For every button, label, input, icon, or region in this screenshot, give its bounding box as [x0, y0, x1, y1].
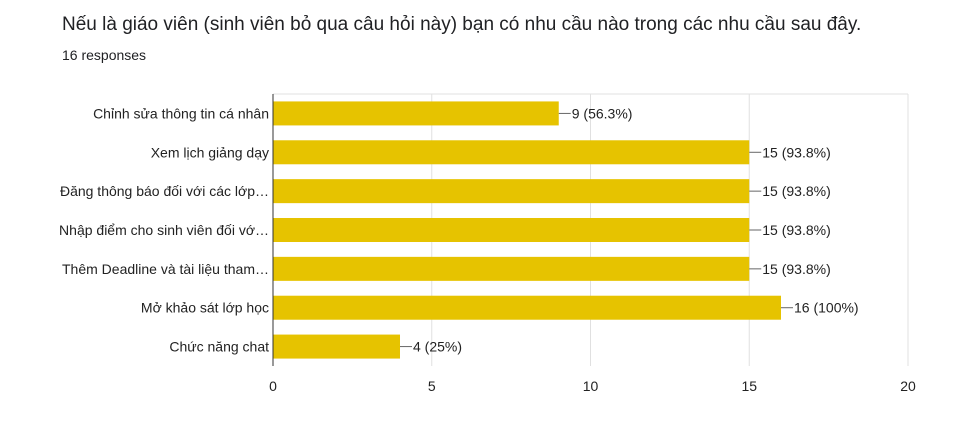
category-label: Đăng thông báo đối với các lớp… [60, 183, 269, 199]
data-label: 15 (93.8%) [762, 144, 830, 160]
bar [273, 256, 750, 281]
bar [273, 218, 750, 242]
category-label: Thêm Deadline và tài liệu tham… [62, 261, 269, 277]
data-label: 16 (100%) [794, 300, 859, 316]
x-tick-label: 10 [583, 378, 599, 394]
data-label: 9 (56.3%) [572, 105, 633, 121]
x-tick-label: 5 [428, 378, 436, 394]
data-label: 15 (93.8%) [762, 261, 830, 277]
bar [273, 334, 400, 359]
x-tick-label: 0 [269, 378, 277, 394]
bar [273, 140, 750, 165]
chart-title: Nếu là giáo viên (sinh viên bỏ qua câu h… [62, 14, 862, 35]
x-tick-label: 20 [900, 378, 916, 394]
category-label: Xem lịch giảng dạy [151, 144, 269, 160]
category-label: Mở khảo sát lớp học [141, 300, 269, 316]
bar [273, 295, 781, 320]
response-count: 16 responses [62, 47, 147, 63]
x-tick-label: 15 [741, 378, 757, 394]
bar [273, 101, 559, 126]
data-label: 15 (93.8%) [762, 222, 830, 238]
category-label: Nhập điểm cho sinh viên đối vớ… [59, 222, 269, 238]
data-label: 15 (93.8%) [762, 183, 830, 199]
bar [273, 179, 750, 204]
category-label: Chức năng chat [169, 339, 269, 355]
category-label: Chỉnh sửa thông tin cá nhân [93, 105, 269, 121]
data-label: 4 (25%) [413, 339, 462, 355]
